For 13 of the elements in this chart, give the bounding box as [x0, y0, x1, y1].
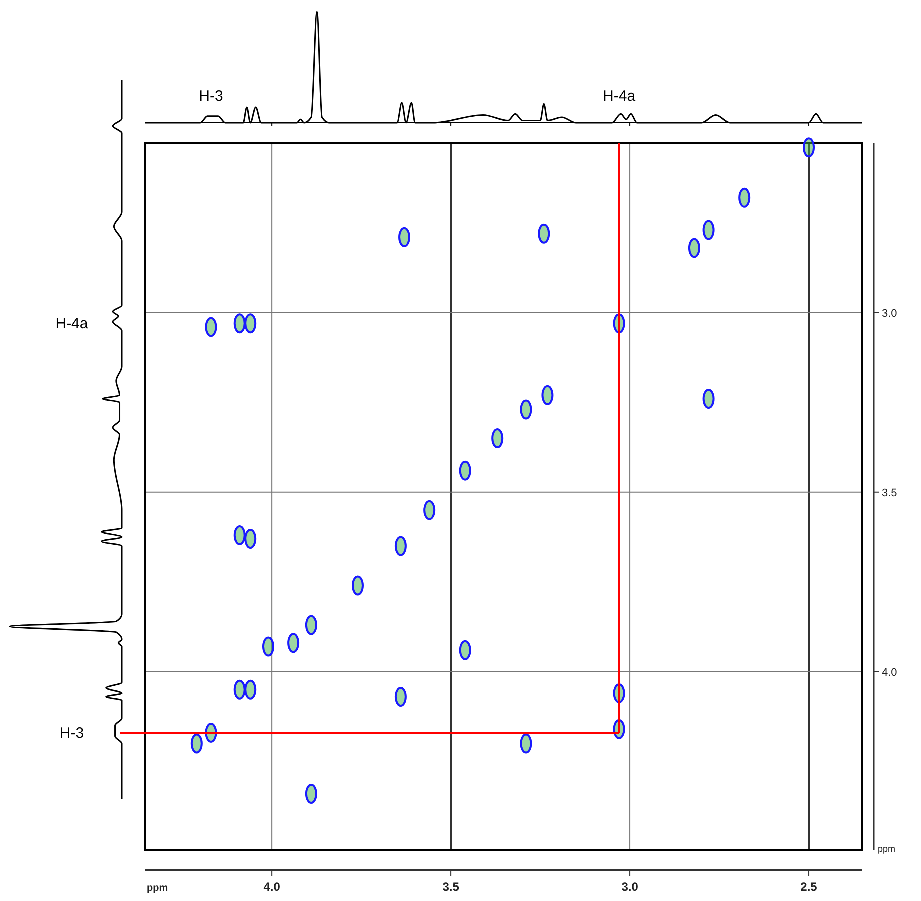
- annotation: H-4a: [603, 88, 636, 105]
- y-tick-label: 3.0: [882, 308, 898, 320]
- text: H-4a: [56, 316, 88, 333]
- x-tick-label: 2.5: [800, 880, 818, 894]
- text: H-3: [60, 724, 84, 742]
- annotation: H-3: [199, 88, 224, 105]
- x-tick-label: 4.0: [264, 880, 281, 894]
- y-tick-label: 3.5: [882, 487, 898, 500]
- y-tick-label: 4.0: [882, 666, 898, 679]
- y-axis-title: ppm: [878, 844, 896, 854]
- x-tick-label: 3.0: [622, 880, 639, 894]
- x-axis-title: ppm: [147, 883, 168, 894]
- x-tick-label: 3.5: [442, 880, 460, 894]
